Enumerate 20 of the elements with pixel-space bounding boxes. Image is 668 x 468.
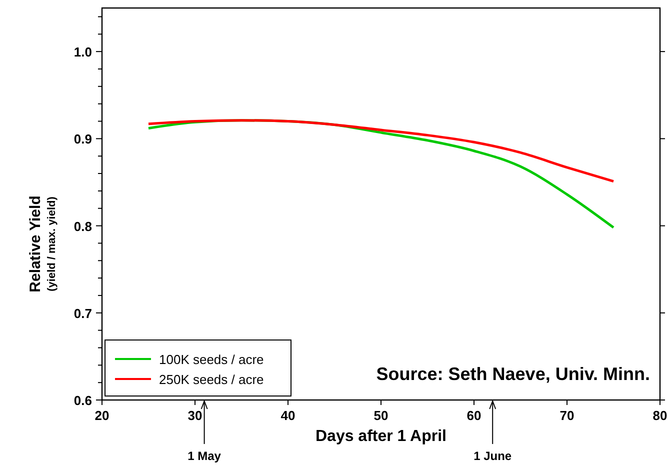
y-tick-label: 0.7 — [74, 306, 92, 321]
annotation: Source: Seth Naeve, Univ. Minn. — [376, 364, 650, 384]
legend-label: 100K seeds / acre — [159, 352, 264, 367]
y-tick-label: 0.6 — [74, 393, 92, 408]
y-tick-label: 1.0 — [74, 44, 92, 60]
line-series — [147, 119, 615, 183]
y-axis-title: Relative Yield (yield / max. yield) — [27, 196, 58, 292]
x-tick-label: 70 — [560, 408, 574, 423]
x-tick-label: 20 — [94, 408, 110, 423]
y-tick-label: 0.8 — [74, 218, 92, 234]
x-tick-label: 50 — [374, 408, 388, 423]
x-tick-label: 30 — [188, 408, 202, 423]
ref-line-label: 1 June — [474, 449, 512, 463]
x-tick-label: 40 — [280, 408, 296, 423]
x-axis-title: Days after 1 April — [315, 428, 447, 445]
y-tick-label: 0.9 — [74, 132, 92, 147]
ref-line-label: 1 May — [188, 449, 222, 463]
legend-label: 250K seeds / acre — [159, 372, 264, 387]
x-tick-label: 60 — [466, 408, 482, 423]
x-tick-label: 80 — [652, 408, 668, 423]
